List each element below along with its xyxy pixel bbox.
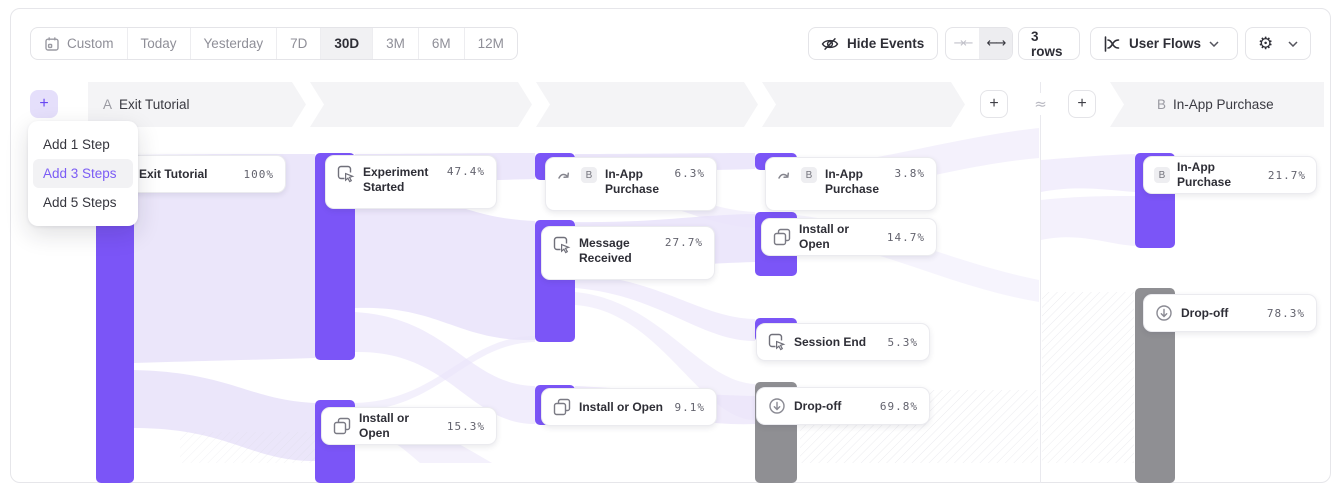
expand-columns-button[interactable]: ←→ bbox=[979, 28, 1012, 59]
event-b-badge: B bbox=[581, 167, 597, 183]
menu-item-add-3-steps[interactable]: Add 3 Steps bbox=[33, 159, 133, 188]
date-range-label: Custom bbox=[67, 36, 114, 51]
node-in-app-purchase-21[interactable]: B In-App Purchase 21.7% bbox=[1143, 156, 1317, 194]
indirect-arrow-icon bbox=[558, 172, 570, 179]
settings-dropdown[interactable]: ⚙ bbox=[1245, 27, 1311, 60]
node-exit-tutorial[interactable]: Exit Tutorial 100% bbox=[112, 155, 286, 193]
eye-off-icon bbox=[821, 37, 839, 50]
date-range-selector: Custom Today Yesterday 7D 30D 3M 6M 12M bbox=[30, 27, 518, 60]
date-range-30d[interactable]: 30D bbox=[321, 28, 374, 59]
hide-events-button[interactable]: Hide Events bbox=[808, 27, 938, 60]
event-click-icon bbox=[553, 236, 571, 254]
add-step-before-button[interactable]: + bbox=[30, 90, 58, 118]
node-install-or-open-9[interactable]: Install or Open 9.1% bbox=[541, 388, 717, 426]
add-step-before-b-button[interactable]: + bbox=[1068, 90, 1096, 118]
add-step-after-a-button[interactable]: + bbox=[980, 90, 1008, 118]
calendar-icon bbox=[45, 36, 59, 51]
column-width-toggle: →← ←→ bbox=[945, 27, 1013, 60]
view-type-dropdown[interactable]: User Flows bbox=[1090, 27, 1238, 60]
chevron-down-icon bbox=[1288, 40, 1298, 47]
node-in-app-purchase-3[interactable]: B In-App Purchase 3.8% bbox=[765, 157, 937, 211]
add-steps-menu: Add 1 Step Add 3 Steps Add 5 Steps bbox=[28, 121, 138, 226]
date-range-yesterday[interactable]: Yesterday bbox=[191, 28, 278, 59]
event-click-icon bbox=[337, 165, 355, 183]
rows-button[interactable]: 3 rows bbox=[1018, 27, 1080, 60]
approx-symbol: ≈ bbox=[1028, 93, 1053, 115]
chevron-down-icon bbox=[1209, 40, 1219, 47]
date-range-custom[interactable]: Custom bbox=[31, 28, 128, 59]
step-b-header: B In-App Purchase bbox=[1157, 97, 1274, 112]
menu-item-add-1-step[interactable]: Add 1 Step bbox=[43, 137, 110, 152]
flow-links bbox=[133, 128, 1135, 463]
node-drop-off-78[interactable]: Drop-off 78.3% bbox=[1143, 294, 1317, 332]
app-icon bbox=[553, 398, 571, 416]
gear-icon: ⚙ bbox=[1258, 33, 1274, 54]
node-install-or-open-14[interactable]: Install or Open 14.7% bbox=[761, 218, 937, 256]
node-in-app-purchase-6[interactable]: B In-App Purchase 6.3% bbox=[545, 157, 717, 211]
date-range-6m[interactable]: 6M bbox=[419, 28, 465, 59]
node-message-received[interactable]: Message Received 27.7% bbox=[541, 226, 715, 280]
step-a-segment-3[interactable] bbox=[536, 82, 758, 127]
node-experiment-started[interactable]: Experiment Started 47.4% bbox=[325, 155, 497, 209]
app-icon bbox=[773, 228, 791, 246]
date-range-today[interactable]: Today bbox=[128, 28, 191, 59]
node-install-or-open-15[interactable]: Install or Open 15.3% bbox=[321, 407, 497, 445]
date-range-7d[interactable]: 7D bbox=[277, 28, 322, 59]
app-icon bbox=[333, 417, 351, 435]
step-a-segment-2[interactable] bbox=[310, 82, 532, 127]
date-range-3m[interactable]: 3M bbox=[373, 28, 419, 59]
step-a-header: A Exit Tutorial bbox=[103, 97, 190, 112]
drop-off-icon bbox=[1156, 305, 1172, 321]
user-flows-icon bbox=[1104, 35, 1120, 52]
indirect-arrow-icon bbox=[778, 172, 790, 179]
step-b-segment[interactable] bbox=[1110, 82, 1324, 127]
event-b-badge: B bbox=[1154, 167, 1170, 183]
step-a-segment-1[interactable] bbox=[88, 82, 306, 127]
collapse-columns-button[interactable]: →← bbox=[953, 36, 974, 51]
node-drop-off-69[interactable]: Drop-off 69.8% bbox=[756, 387, 930, 425]
section-divider bbox=[1040, 82, 1041, 483]
event-click-icon bbox=[768, 333, 786, 351]
step-a-segment-4[interactable] bbox=[762, 82, 965, 127]
drop-off-icon bbox=[769, 398, 785, 414]
node-session-end[interactable]: Session End 5.3% bbox=[756, 323, 930, 361]
menu-item-add-5-steps[interactable]: Add 5 Steps bbox=[43, 195, 117, 210]
date-range-12m[interactable]: 12M bbox=[477, 36, 504, 51]
event-b-badge: B bbox=[801, 167, 817, 183]
